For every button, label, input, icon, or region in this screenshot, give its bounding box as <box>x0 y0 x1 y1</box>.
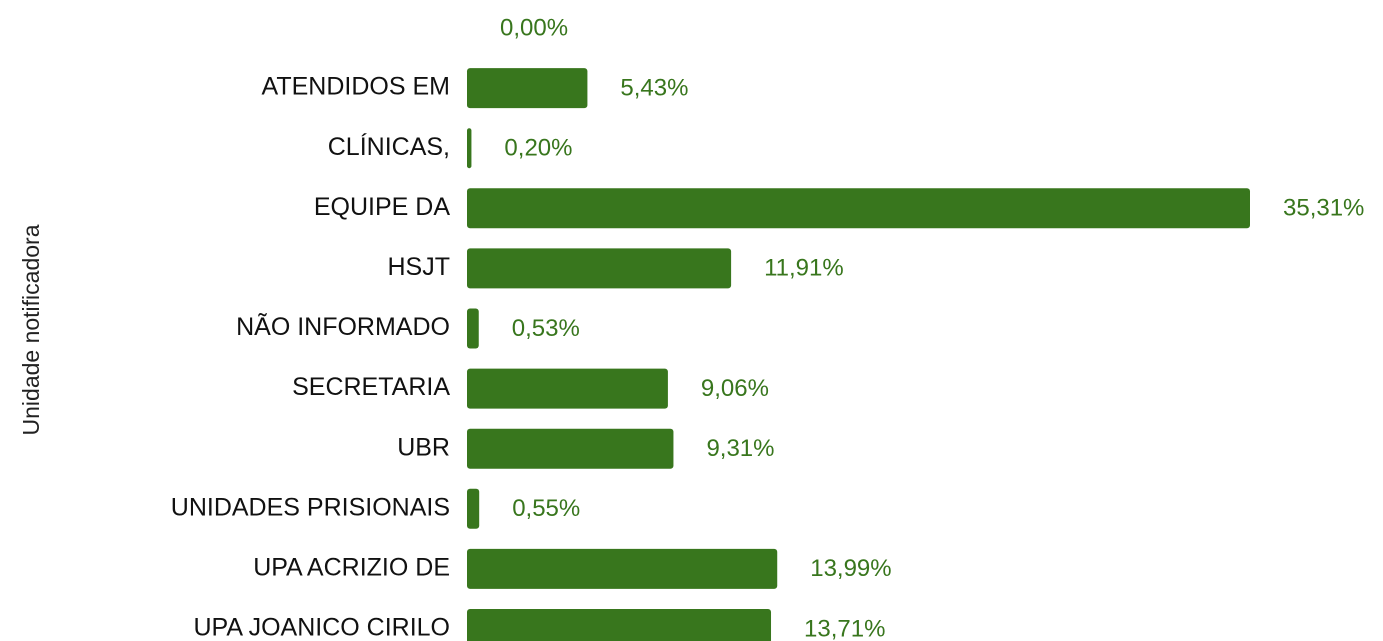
category-label: UPA ACRIZIO DE <box>253 554 450 582</box>
bar <box>467 248 732 289</box>
value-label: 11,91% <box>764 255 844 282</box>
bar <box>467 188 1250 229</box>
bar <box>467 428 674 469</box>
category-label: HSJT <box>388 253 451 281</box>
value-label: 9,31% <box>706 435 774 462</box>
value-label: 35,31% <box>1283 195 1364 222</box>
category-label: EQUIPE DA <box>314 193 450 221</box>
bar <box>467 368 668 409</box>
value-label: 5,43% <box>620 74 688 101</box>
bar <box>467 548 778 589</box>
value-label: 0,53% <box>512 315 580 342</box>
value-label: 13,99% <box>810 555 891 582</box>
value-label: 0,55% <box>512 495 580 522</box>
category-label: UPA JOANICO CIRILO <box>193 614 450 641</box>
bar <box>467 68 588 109</box>
value-label: 0,20% <box>504 135 572 162</box>
category-label: UBR <box>397 433 450 461</box>
category-label: CLÍNICAS, <box>328 132 450 161</box>
bar <box>467 609 772 641</box>
value-label: 13,71% <box>804 615 885 641</box>
value-label: 9,06% <box>701 375 769 402</box>
value-label: 0,00% <box>500 14 568 41</box>
category-label: NÃO INFORMADO <box>236 312 450 341</box>
category-label: SECRETARIA <box>292 373 450 401</box>
category-label: UNIDADES PRISIONAIS <box>171 493 450 521</box>
category-label: ATENDIDOS EM <box>262 73 450 101</box>
bar <box>467 128 472 169</box>
bar <box>467 308 479 349</box>
y-axis-title: Unidade notificadora <box>18 224 44 435</box>
bar <box>467 488 480 529</box>
